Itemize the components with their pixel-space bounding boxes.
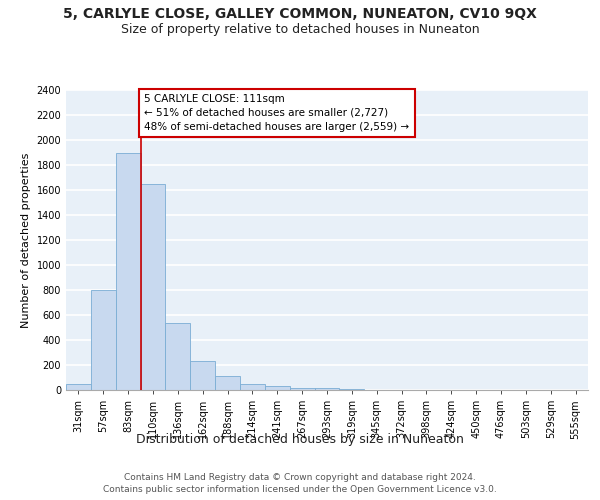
Bar — [190, 360, 215, 390]
Text: Distribution of detached houses by size in Nuneaton: Distribution of detached houses by size … — [136, 432, 464, 446]
Bar — [290, 388, 314, 390]
Text: Contains public sector information licensed under the Open Government Licence v3: Contains public sector information licen… — [103, 485, 497, 494]
Text: Contains HM Land Registry data © Crown copyright and database right 2024.: Contains HM Land Registry data © Crown c… — [124, 472, 476, 482]
Bar — [140, 184, 166, 390]
Bar — [116, 152, 140, 390]
Y-axis label: Number of detached properties: Number of detached properties — [21, 152, 31, 328]
Bar — [91, 290, 116, 390]
Bar — [66, 384, 91, 390]
Bar — [215, 376, 240, 390]
Bar — [314, 388, 340, 390]
Text: 5, CARLYLE CLOSE, GALLEY COMMON, NUNEATON, CV10 9QX: 5, CARLYLE CLOSE, GALLEY COMMON, NUNEATO… — [63, 8, 537, 22]
Bar — [265, 386, 290, 390]
Text: 5 CARLYLE CLOSE: 111sqm
← 51% of detached houses are smaller (2,727)
48% of semi: 5 CARLYLE CLOSE: 111sqm ← 51% of detache… — [145, 94, 409, 132]
Text: Size of property relative to detached houses in Nuneaton: Size of property relative to detached ho… — [121, 22, 479, 36]
Bar — [240, 384, 265, 390]
Bar — [166, 322, 190, 390]
